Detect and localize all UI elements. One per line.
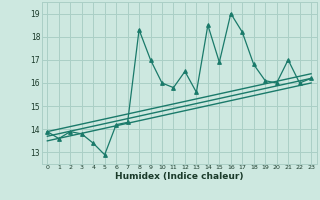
Point bbox=[148, 58, 153, 61]
X-axis label: Humidex (Indice chaleur): Humidex (Indice chaleur) bbox=[115, 172, 244, 181]
Point bbox=[68, 130, 73, 133]
Point bbox=[217, 61, 222, 64]
Point bbox=[285, 58, 291, 61]
Point bbox=[228, 12, 233, 15]
Point bbox=[79, 132, 84, 136]
Point bbox=[274, 81, 279, 85]
Point bbox=[56, 137, 61, 140]
Point bbox=[251, 63, 256, 66]
Point bbox=[102, 153, 107, 156]
Point bbox=[182, 70, 188, 73]
Point bbox=[125, 121, 130, 124]
Point bbox=[137, 28, 142, 31]
Point bbox=[45, 130, 50, 133]
Point bbox=[194, 91, 199, 94]
Point bbox=[171, 86, 176, 89]
Point bbox=[263, 79, 268, 82]
Point bbox=[240, 30, 245, 34]
Point bbox=[205, 24, 211, 27]
Point bbox=[91, 142, 96, 145]
Point bbox=[159, 81, 164, 85]
Point bbox=[297, 81, 302, 85]
Point bbox=[114, 123, 119, 126]
Point bbox=[308, 77, 314, 80]
